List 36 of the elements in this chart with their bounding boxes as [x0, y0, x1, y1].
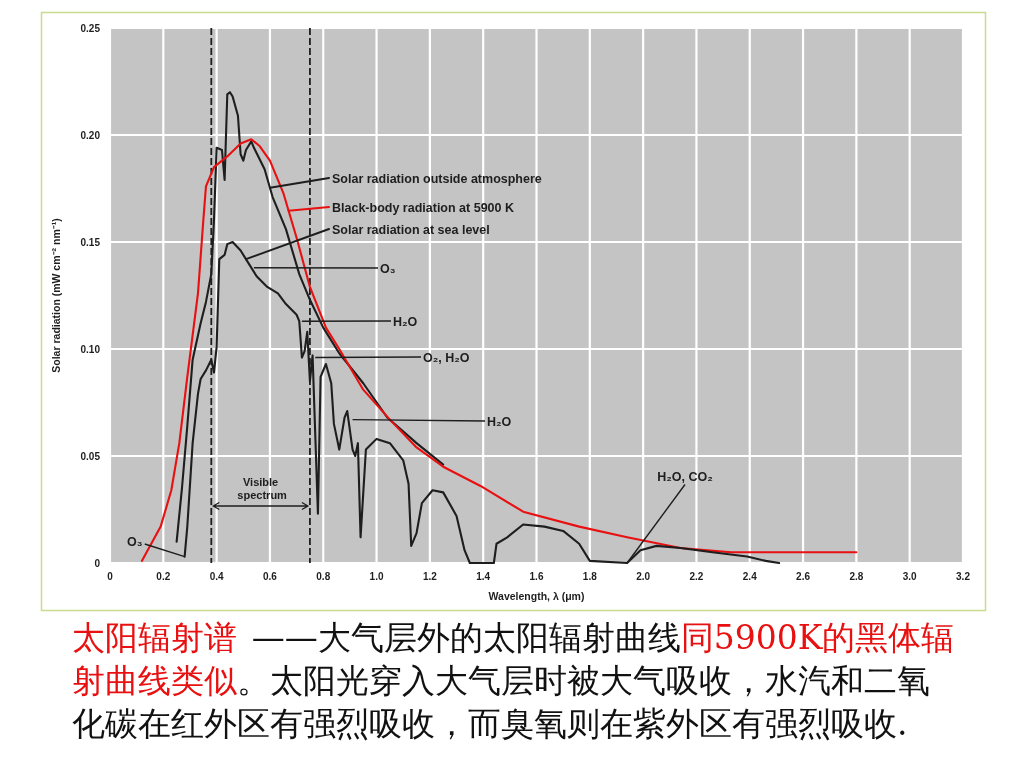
x-tick-label: 1.4 — [476, 571, 491, 582]
x-tick-label: 2.0 — [636, 571, 651, 582]
x-tick-label: 2.4 — [742, 571, 757, 582]
legend-label: Solar radiation outside atmosphere — [332, 171, 542, 186]
note-text: H₂O, CO₂ — [657, 469, 713, 484]
y-tick-label: 0.05 — [80, 450, 100, 462]
caption: 太阳辐射谱 ——大气层外的太阳辐射曲线同5900K的黑体辐 射曲线类似。太阳光穿入大气层时被大气吸收，水汽和二氧 化碳在红外区有强烈吸收，而臭氧则在紫外区有强烈吸收. — [72, 617, 955, 745]
x-tick-label: 3.2 — [956, 571, 970, 582]
span-label: Visible spectrum — [237, 476, 287, 501]
x-tick-label: 1.0 — [369, 571, 384, 582]
x-tick-label: 2.2 — [689, 571, 704, 582]
x-tick-label: 0 — [107, 571, 113, 582]
y-tick-label: 0.25 — [80, 22, 100, 34]
x-tick-label: 1.8 — [582, 571, 597, 582]
x-tick-label: 1.6 — [529, 571, 544, 582]
x-tick-label: 0.6 — [263, 571, 277, 582]
x-tick-label: 0.2 — [156, 571, 171, 582]
x-tick-label: 3.0 — [902, 571, 917, 582]
legend-label: Black-body radiation at 5900 K — [332, 200, 514, 215]
note-text: H₂O — [393, 314, 418, 329]
y-tick-label: 0.20 — [80, 129, 100, 141]
y-tick-label: 0.15 — [80, 236, 100, 248]
note-text: O₃ — [127, 534, 143, 549]
x-tick-label: 2.8 — [849, 571, 864, 582]
note-text: H₂O — [487, 414, 512, 429]
x-tick-label: 0.8 — [316, 571, 331, 582]
y-tick-label: 0 — [94, 557, 100, 569]
x-axis-title: Wavelength, λ (μm) — [488, 590, 585, 602]
y-tick-label: 0.10 — [80, 343, 100, 355]
note-text: O₂, H₂O — [423, 350, 470, 365]
x-tick-label: 1.2 — [422, 571, 437, 582]
note-text: O₃ — [380, 261, 396, 276]
legend-label: Solar radiation at sea level — [332, 222, 490, 237]
y-axis-title: Solar radiation (mW cm⁻² nm⁻¹) — [50, 218, 62, 373]
x-tick-label: 2.6 — [796, 571, 810, 582]
x-tick-label: 0.4 — [209, 571, 224, 582]
